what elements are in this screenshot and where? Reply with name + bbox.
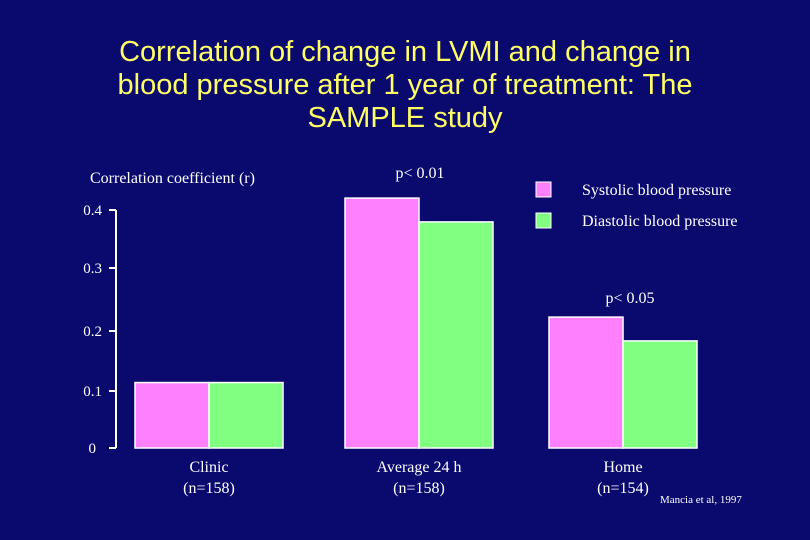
legend-label: Systolic blood pressure: [582, 182, 731, 199]
legend-swatch: [535, 212, 552, 229]
y-tick-label: 0.3: [83, 261, 102, 277]
source-citation: Mancia et al, 1997: [660, 494, 742, 506]
legend-swatch: [535, 181, 552, 198]
slide-title: Correlation of change in LVMI and change…: [40, 36, 770, 135]
p-value-annotation: p< 0.05: [605, 290, 654, 307]
chart-labels: 0 0.1 0.2 0.3 0.4 Correlation coefficient (r)…: [83, 165, 742, 506]
title-line-3: SAMPLE study: [307, 102, 503, 134]
bar: [134, 381, 210, 449]
y-tick-label: 0.2: [83, 324, 102, 340]
y-tick-label: 0.1: [83, 384, 102, 400]
chart-legend: Systolic blood pressure Diastolic blood p…: [535, 181, 738, 230]
category-label: (n=154): [597, 480, 649, 497]
bar: [622, 340, 698, 449]
bar: [548, 316, 624, 449]
y-tick-label: 0.4: [83, 203, 102, 219]
category-label: Average 24 h: [377, 459, 462, 476]
y-axis-label: Correlation coefficient (r): [90, 170, 255, 187]
category-label: (n=158): [393, 480, 445, 497]
chart-axes: [109, 209, 117, 449]
category-label: Home: [603, 459, 642, 476]
bar: [418, 221, 494, 449]
bar: [344, 197, 420, 449]
legend-label: Diastolic blood pressure: [582, 213, 738, 230]
category-label: (n=158): [183, 480, 235, 497]
chart-bars: [134, 197, 698, 449]
bar: [208, 381, 284, 449]
title-line-2: blood pressure after 1 year of treatment…: [117, 69, 693, 101]
p-value-annotation: p< 0.01: [395, 165, 444, 182]
title-line-1: Correlation of change in LVMI and change…: [119, 36, 691, 68]
y-tick-label: 0: [89, 441, 97, 457]
category-label: Clinic: [189, 459, 228, 476]
